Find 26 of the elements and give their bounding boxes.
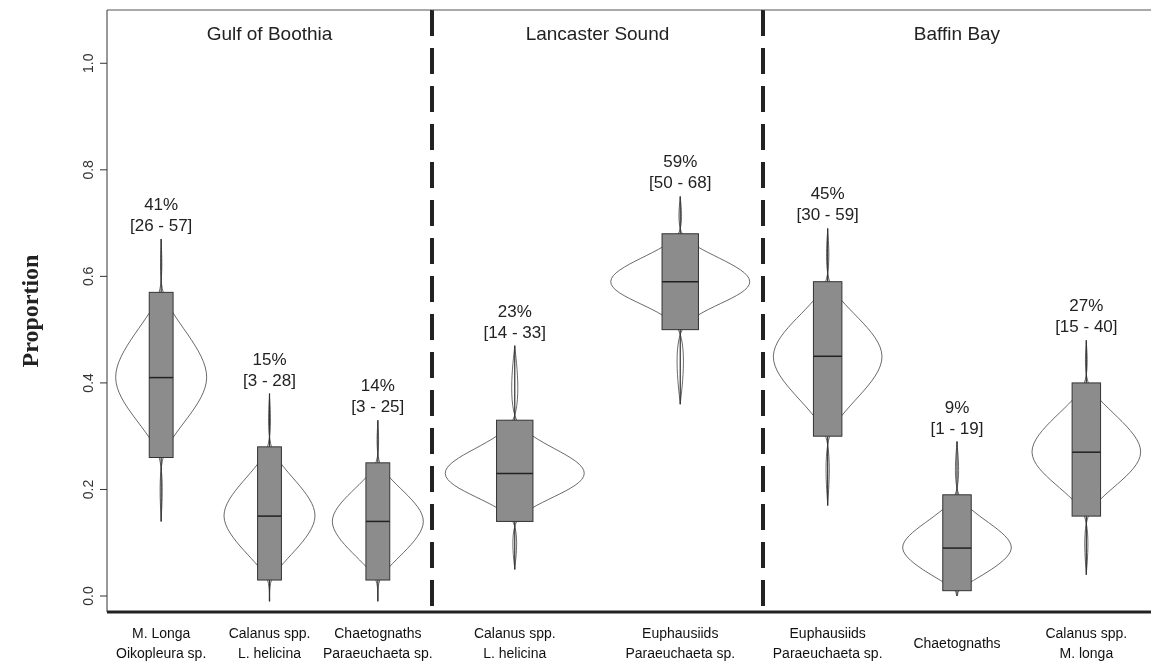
x-tick-label: Chaetognaths <box>913 635 1001 651</box>
y-tick-label: 0.6 <box>80 266 96 287</box>
x-tick-label: Chaetognaths Paraeuchaeta sp. <box>322 625 433 661</box>
annotation: 27% [15 - 40] <box>1055 296 1118 337</box>
text: Lancaster Sound <box>525 23 670 44</box>
text: Baffin Bay <box>913 23 1001 44</box>
y-axis-title: Proportion <box>17 254 43 368</box>
annotation: 41% [26 - 57] <box>129 195 193 236</box>
x-tick-label: Euphausiids Paraeuchaeta sp. <box>772 625 883 661</box>
annotation: 14% [3 - 25] <box>351 376 405 417</box>
x-tick-label: M. Longa Oikopleura sp. <box>116 625 207 661</box>
x-tick-label: Calanus spp. L. helicina <box>228 625 311 661</box>
x-tick-label: Calanus spp. M. longa <box>1045 625 1128 661</box>
annotation: 45% [30 - 59] <box>796 184 859 225</box>
y-tick-label: 1.0 <box>80 53 96 74</box>
y-tick-label: 0.2 <box>80 479 96 500</box>
annotation: 15% [3 - 28] <box>243 349 296 390</box>
x-tick-label: Euphausiids Paraeuchaeta sp. <box>625 625 736 661</box>
annotation: 23% [14 - 33] <box>483 301 546 342</box>
x-tick-label: Calanus spp. L. helicina <box>473 625 556 661</box>
annotation: 9% [1 - 19] <box>930 397 984 438</box>
y-tick-label: 0.4 <box>80 372 96 393</box>
y-tick-label: 0.0 <box>80 586 96 606</box>
text: Gulf of Boothia <box>206 23 333 44</box>
annotation: 59% [50 - 68] <box>649 152 712 193</box>
y-tick-label: 0.8 <box>80 159 96 180</box>
